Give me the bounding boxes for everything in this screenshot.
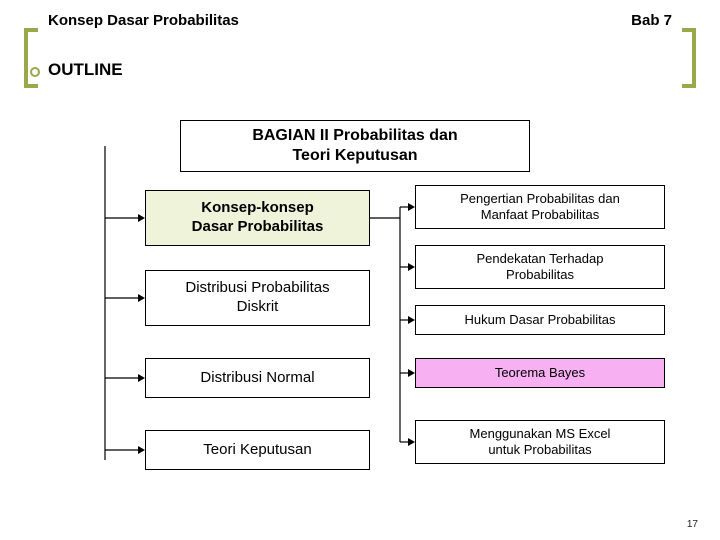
box-line: Manfaat Probabilitas [481,207,600,223]
box-bayes: Teorema Bayes [415,358,665,388]
outline-label: OUTLINE [48,60,123,80]
box-line: Hukum Dasar Probabilitas [464,312,615,328]
box-line: Distribusi Probabilitas [185,279,329,298]
bracket-left [24,28,38,88]
box-line: Menggunakan MS Excel [470,426,611,442]
box-diskrit: Distribusi ProbabilitasDiskrit [145,270,370,326]
box-line: Pengertian Probabilitas dan [460,191,620,207]
box-line: Distribusi Normal [200,369,314,388]
box-pendekatan: Pendekatan TerhadapProbabilitas [415,245,665,289]
diagram-area: BAGIAN II Probabilitas danTeori Keputusa… [50,110,680,500]
box-line: Diskrit [237,298,279,317]
box-pengertian: Pengertian Probabilitas danManfaat Proba… [415,185,665,229]
box-title: BAGIAN II Probabilitas danTeori Keputusa… [180,120,530,172]
box-line: untuk Probabilitas [488,442,591,458]
box-line: Teori Keputusan [203,441,311,460]
box-keputusan: Teori Keputusan [145,430,370,470]
box-line: Probabilitas [506,267,574,283]
box-line: Dasar Probabilitas [192,218,324,237]
box-normal: Distribusi Normal [145,358,370,398]
box-line: Teori Keputusan [292,146,417,166]
box-line: Konsep-konsep [201,199,314,218]
header-left: Konsep Dasar Probabilitas [48,12,239,29]
box-hukum: Hukum Dasar Probabilitas [415,305,665,335]
box-line: BAGIAN II Probabilitas dan [252,126,457,146]
header-right: Bab 7 [631,12,672,29]
box-line: Teorema Bayes [495,365,585,381]
page-number: 17 [687,519,698,530]
box-excel: Menggunakan MS Exceluntuk Probabilitas [415,420,665,464]
box-konsep: Konsep-konsepDasar Probabilitas [145,190,370,246]
bracket-right [682,28,696,88]
box-line: Pendekatan Terhadap [477,251,604,267]
